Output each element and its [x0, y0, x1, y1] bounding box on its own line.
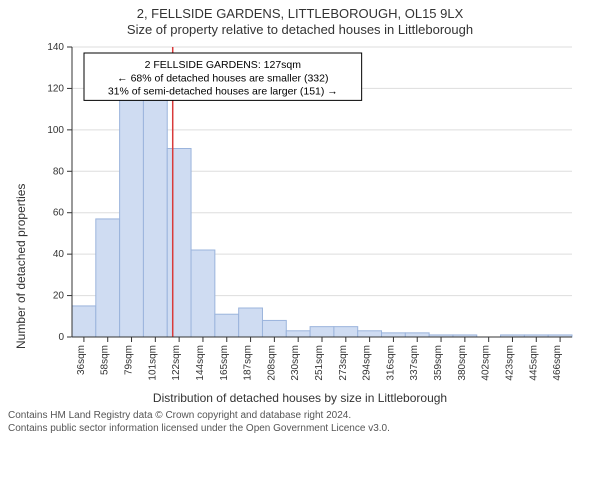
- svg-text:445sqm: 445sqm: [528, 345, 539, 381]
- svg-text:36sqm: 36sqm: [76, 345, 87, 375]
- svg-text:466sqm: 466sqm: [552, 345, 563, 381]
- svg-text:316sqm: 316sqm: [385, 345, 396, 381]
- title-line-1: 2, FELLSIDE GARDENS, LITTLEBOROUGH, OL15…: [0, 6, 600, 22]
- svg-text:101sqm: 101sqm: [147, 345, 158, 381]
- footer-line-1: Contains HM Land Registry data © Crown c…: [8, 409, 592, 422]
- x-axis-label: Distribution of detached houses by size …: [0, 391, 600, 405]
- title-line-2: Size of property relative to detached ho…: [0, 22, 600, 38]
- svg-text:359sqm: 359sqm: [433, 345, 444, 381]
- svg-text:140: 140: [47, 42, 64, 53]
- svg-text:187sqm: 187sqm: [243, 345, 254, 381]
- svg-text:0: 0: [58, 332, 64, 343]
- footer-line-2: Contains public sector information licen…: [8, 422, 592, 435]
- svg-text:31% of semi-detached houses ar: 31% of semi-detached houses are larger (…: [108, 85, 338, 97]
- chart-figure: 2, FELLSIDE GARDENS, LITTLEBOROUGH, OL15…: [0, 0, 600, 435]
- svg-text:2 FELLSIDE GARDENS: 127sqm: 2 FELLSIDE GARDENS: 127sqm: [145, 59, 302, 71]
- histogram-svg: 0 20 40 60 80 100 120 140 36sqm 58sqm 79sqm 101sqm 1…: [24, 39, 584, 384]
- y-axis-label: Number of detached properties: [14, 183, 28, 348]
- svg-text:60: 60: [53, 207, 65, 218]
- svg-text:380sqm: 380sqm: [457, 345, 468, 381]
- svg-text:144sqm: 144sqm: [195, 345, 206, 381]
- chart-area: Number of detached properties 0 20 40 60 80 1…: [0, 39, 600, 389]
- svg-text:208sqm: 208sqm: [266, 345, 277, 381]
- svg-text:← 68% of detached houses are s: ← 68% of detached houses are smaller (33…: [117, 72, 328, 84]
- svg-text:122sqm: 122sqm: [171, 345, 182, 381]
- svg-text:337sqm: 337sqm: [409, 345, 420, 381]
- svg-text:230sqm: 230sqm: [290, 345, 301, 381]
- svg-text:294sqm: 294sqm: [362, 345, 373, 381]
- svg-text:58sqm: 58sqm: [100, 345, 111, 375]
- svg-text:40: 40: [53, 249, 65, 260]
- footer: Contains HM Land Registry data © Crown c…: [0, 405, 600, 435]
- svg-text:423sqm: 423sqm: [504, 345, 515, 381]
- svg-text:402sqm: 402sqm: [481, 345, 492, 381]
- svg-text:273sqm: 273sqm: [338, 345, 349, 381]
- svg-text:251sqm: 251sqm: [314, 345, 325, 381]
- svg-text:20: 20: [53, 290, 65, 301]
- svg-text:80: 80: [53, 166, 65, 177]
- svg-text:100: 100: [47, 124, 64, 135]
- svg-text:120: 120: [47, 83, 64, 94]
- svg-text:79sqm: 79sqm: [124, 345, 135, 375]
- svg-text:165sqm: 165sqm: [219, 345, 230, 381]
